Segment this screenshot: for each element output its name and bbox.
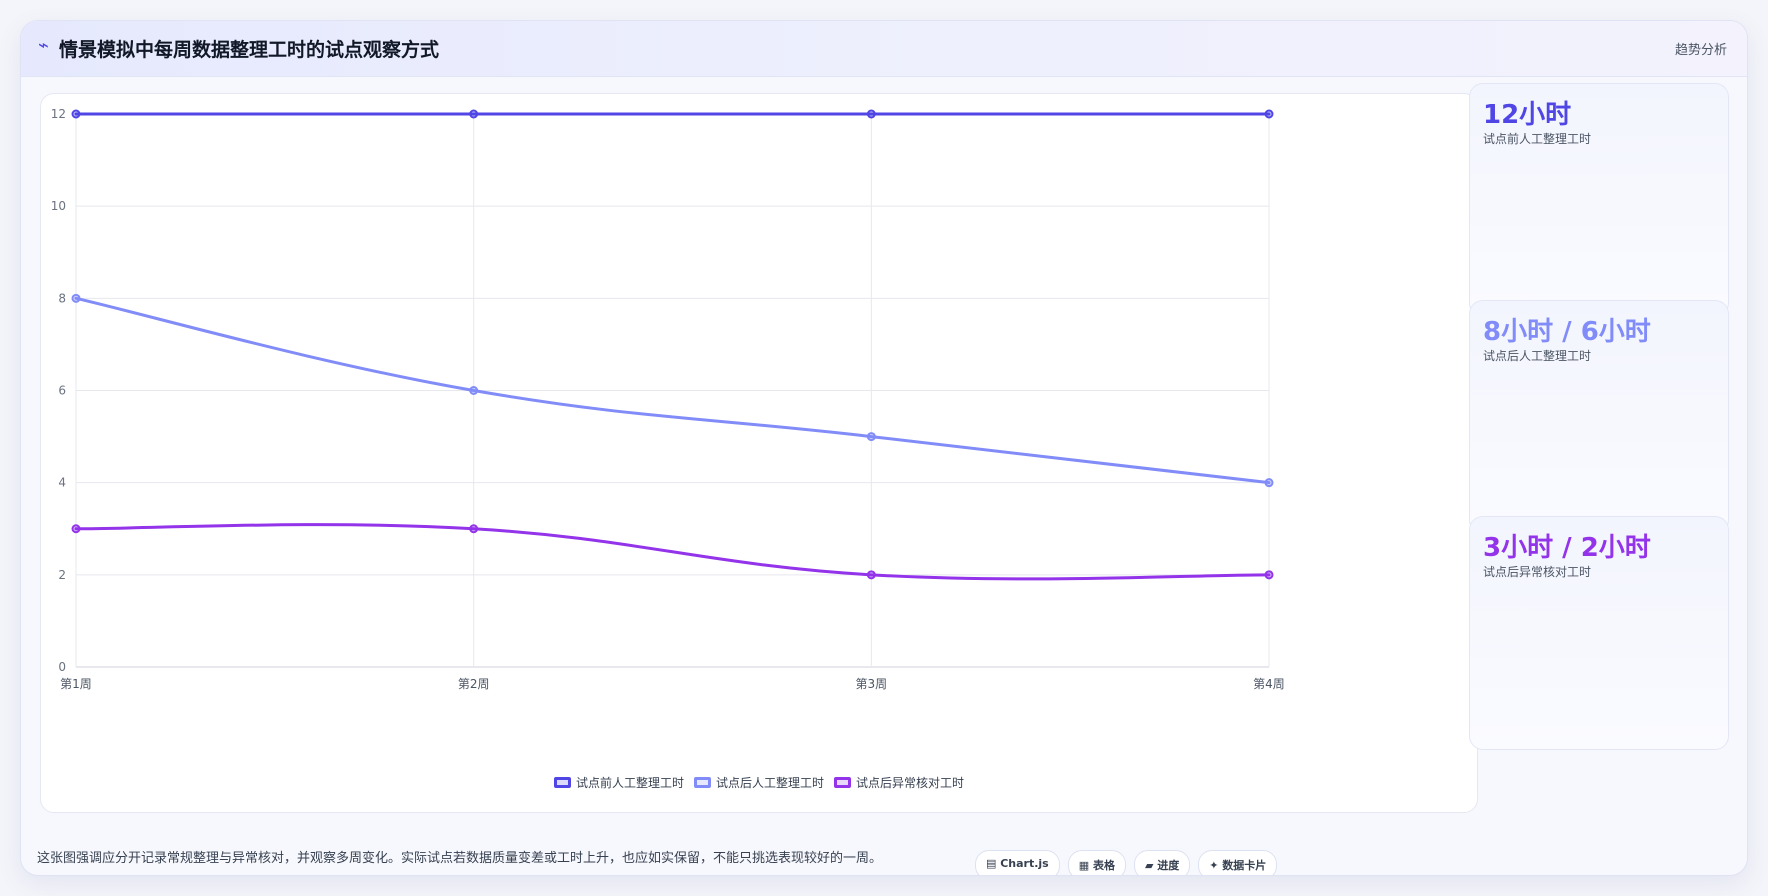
data-point-series-1 xyxy=(71,109,81,119)
stat-label: 试点后异常核对工时 xyxy=(1483,565,1592,579)
stat-card-after-manual: 8小时 / 6小时 试点后人工整理工时 xyxy=(1469,300,1729,534)
data-point-series-3 xyxy=(71,524,81,534)
y-tick-label: 0 xyxy=(58,660,66,674)
line-chart: 0 2 4 6 8 10 12 第1周 第2周 第3周 第4周 xyxy=(51,107,1285,691)
legend-label: 试点前人工整理工时 xyxy=(575,776,684,790)
data-point-series-2 xyxy=(1264,478,1274,488)
legend-swatch xyxy=(553,777,571,788)
legend-swatch xyxy=(693,777,711,788)
y-tick-label: 4 xyxy=(58,476,66,490)
series-line-3 xyxy=(74,523,1271,581)
legend-item-after-exception[interactable]: 试点后异常核对工时 xyxy=(834,774,964,791)
data-point-series-1 xyxy=(1264,109,1274,119)
data-point-series-1 xyxy=(866,109,876,119)
chart-legend: 试点前人工整理工时 试点后人工整理工时 试点后异常核对工时 xyxy=(41,774,1477,791)
y-tick-label: 10 xyxy=(51,199,66,213)
data-point-series-2 xyxy=(71,293,81,303)
trend-analysis-tag: 趋势分析 xyxy=(1674,43,1727,58)
chip-chartjs[interactable]: ▤ Chart.js xyxy=(975,850,1060,875)
legend-swatch xyxy=(834,777,851,788)
x-tick-label: 第3周 xyxy=(856,677,888,691)
data-point-series-1 xyxy=(469,109,479,119)
data-point-series-3 xyxy=(1264,570,1274,580)
data-point-series-2 xyxy=(866,432,876,442)
stat-label: 试点前人工整理工时 xyxy=(1483,132,1592,146)
lightning-icon: ⌁ xyxy=(38,35,49,56)
legend-item-after-manual[interactable]: 试点后人工整理工时 xyxy=(693,774,824,791)
y-tick-label: 12 xyxy=(51,107,66,121)
legend-label: 试点后人工整理工时 xyxy=(715,776,824,790)
chip-table[interactable]: ▦ 表格 xyxy=(1067,850,1126,875)
dashboard-card: ⌁ 情景模拟中每周数据整理工时的试点观察方式 趋势分析 0 2 4 6 8 10 12 第1周… xyxy=(20,20,1748,876)
tool-chips: ▤ Chart.js ▦ 表格 ▰ 进度 ✦ 数据卡片 xyxy=(975,850,1278,875)
footer-note: 这张图强调应分开记录常规整理与异常核对，并观察多周变化。实际试点若数据质量变差或… xyxy=(37,851,883,866)
stat-value: 3小时 / 2小时 xyxy=(1483,533,1651,563)
y-tick-label: 8 xyxy=(58,291,66,305)
stat-card-before-manual: 12小时 试点前人工整理工时 xyxy=(1469,83,1729,317)
chart-panel: 0 2 4 6 8 10 12 第1周 第2周 第3周 第4周 试点前人工整理工时 试点后人工整理工… xyxy=(40,93,1478,813)
x-tick-label: 第4周 xyxy=(1253,677,1285,691)
stat-value: 12小时 xyxy=(1483,100,1572,130)
x-tick-label: 第1周 xyxy=(60,677,92,691)
legend-label: 试点后异常核对工时 xyxy=(856,776,965,790)
legend-item-before-manual[interactable]: 试点前人工整理工时 xyxy=(553,774,684,791)
chip-progress[interactable]: ▰ 进度 xyxy=(1133,850,1191,875)
page-title: 情景模拟中每周数据整理工时的试点观察方式 xyxy=(59,39,440,61)
card-header: ⌁ 情景模拟中每周数据整理工时的试点观察方式 趋势分析 xyxy=(21,21,1747,77)
x-tick-label: 第2周 xyxy=(458,677,490,691)
stat-card-after-exception: 3小时 / 2小时 试点后异常核对工时 xyxy=(1469,516,1729,750)
y-tick-label: 6 xyxy=(58,384,66,398)
data-point-series-3 xyxy=(469,524,479,534)
chip-data-cards[interactable]: ✦ 数据卡片 xyxy=(1198,850,1278,875)
stat-label: 试点后人工整理工时 xyxy=(1483,349,1592,363)
stat-value: 8小时 / 6小时 xyxy=(1483,317,1651,347)
data-point-series-3 xyxy=(866,570,876,580)
data-point-series-2 xyxy=(469,386,479,395)
series-line-2 xyxy=(74,296,1271,485)
y-tick-label: 2 xyxy=(58,568,66,582)
